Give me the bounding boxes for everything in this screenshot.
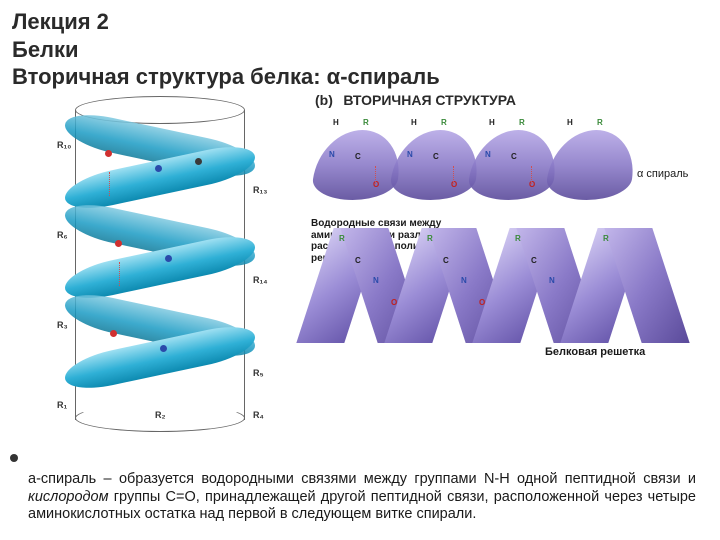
atom-label-c: C: [355, 256, 361, 265]
atom-label-c: C: [531, 256, 537, 265]
atom-label-n: N: [549, 276, 555, 285]
atom-o: [110, 330, 117, 337]
atom-label-o: O: [373, 180, 379, 189]
helix-wave: [466, 130, 561, 200]
title-line-2: Белки: [12, 36, 440, 64]
helix-wave: [310, 130, 405, 200]
atom-label-o: O: [479, 298, 485, 307]
r-label: R₁₃: [253, 185, 267, 195]
r-label: R₁₀: [57, 140, 71, 150]
atom-label-c: C: [443, 256, 449, 265]
atom-c: [195, 158, 202, 165]
atom-label-r: R: [515, 234, 521, 243]
atom-label-o: O: [529, 180, 535, 189]
hydrogen-bond: [109, 172, 110, 196]
atom-label-r: R: [339, 234, 345, 243]
atom-label-n: N: [329, 150, 335, 159]
r-label: R₆: [57, 230, 68, 240]
title-line-3: Вторичная структура белка: α-спираль: [12, 63, 440, 91]
beta-caption: Белковая решетка: [545, 346, 645, 358]
atom-label-n: N: [407, 150, 413, 159]
helix-wave: [544, 130, 639, 200]
hydrogen-bond: [531, 166, 532, 184]
title-line-1: Лекция 2: [12, 8, 440, 36]
atom-label-r: R: [441, 118, 447, 127]
helix-wave: [388, 130, 483, 200]
r-label: R₂: [155, 410, 166, 420]
atom-label-c: C: [433, 152, 439, 161]
figure-area: R₁₀ R₁₃ R₆ R₁₄ R₃ R₅ R₁ R₂ R₄ (b) ВТОРИЧ…: [45, 100, 675, 430]
atom-label-c: C: [511, 152, 517, 161]
bullet-content: a-спираль – образуется водородными связя…: [28, 471, 696, 522]
hydrogen-bond: [119, 262, 120, 286]
atom-o: [115, 240, 122, 247]
atom-label-n: N: [373, 276, 379, 285]
atom-label-o: O: [391, 298, 397, 307]
atom-label-r: R: [427, 234, 433, 243]
atom-label-h: H: [411, 118, 417, 127]
atom-n: [165, 255, 172, 262]
atom-label-r: R: [519, 118, 525, 127]
atom-n: [160, 345, 167, 352]
alpha-caption: α спираль: [637, 168, 688, 180]
slide-title: Лекция 2 Белки Вторичная структура белка…: [12, 8, 440, 91]
atom-label-c: C: [355, 152, 361, 161]
bullet-text: a-спираль – образуется водородными связя…: [28, 471, 696, 524]
r-label: R₄: [253, 410, 264, 420]
atom-label-h: H: [333, 118, 339, 127]
panel-b-title: ВТОРИЧНАЯ СТРУКТУРА: [343, 92, 516, 108]
r-label: R₁₄: [253, 275, 268, 285]
atom-label-o: O: [451, 180, 457, 189]
atom-label-r: R: [597, 118, 603, 127]
hydrogen-bond: [375, 166, 376, 184]
atom-label-n: N: [461, 276, 467, 285]
helix-turn-2: [65, 218, 255, 293]
atom-label-h: H: [567, 118, 573, 127]
alpha-helix-diagram: H R H R H R H R N C O N C O N C O α спир…: [315, 116, 695, 216]
beta-sheet-diagram: R C N O R C N O R C N R Белковая решетка: [315, 228, 695, 358]
atom-n: [155, 165, 162, 172]
hydrogen-bond: [453, 166, 454, 184]
r-label: R₃: [57, 320, 68, 330]
cylinder-helix: R₁₀ R₁₃ R₆ R₁₄ R₃ R₅ R₁ R₂ R₄: [75, 100, 245, 430]
atom-label-n: N: [485, 150, 491, 159]
panel-b-heading: (b) ВТОРИЧНАЯ СТРУКТУРА: [315, 92, 695, 110]
r-label: R₅: [253, 368, 264, 378]
panel-b-label: (b): [315, 92, 333, 108]
atom-o: [105, 150, 112, 157]
atom-label-h: H: [489, 118, 495, 127]
atom-label-r: R: [363, 118, 369, 127]
panel-b: (b) ВТОРИЧНАЯ СТРУКТУРА H R H R H R H R …: [315, 92, 695, 358]
atom-label-r: R: [603, 234, 609, 243]
bullet-marker: [10, 454, 18, 462]
r-label: R₁: [57, 400, 67, 410]
